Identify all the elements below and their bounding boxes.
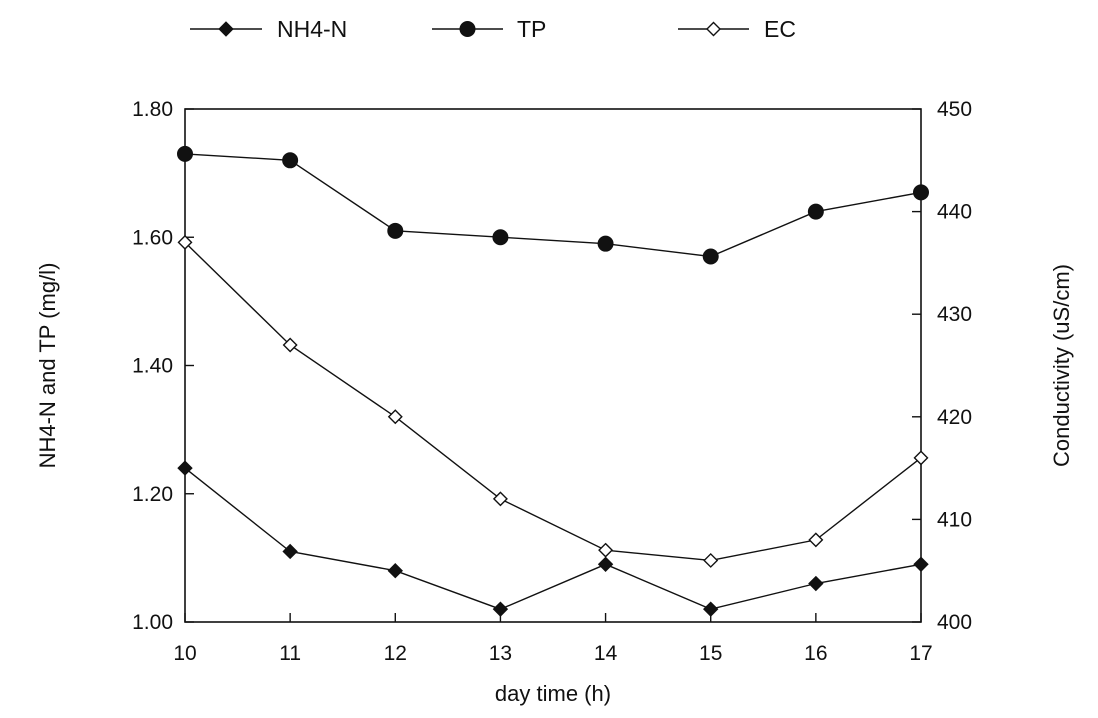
data-point (177, 234, 193, 250)
x-tick-label: 10 (173, 642, 196, 665)
data-point (808, 532, 824, 548)
x-tick-label: 14 (594, 642, 618, 665)
series-layer (177, 145, 929, 617)
legend-label: EC (764, 16, 796, 42)
series-tp (177, 145, 929, 265)
left-tick-label: 1.60 (132, 226, 173, 249)
right-axis-label: Conductivity (uS/cm) (1049, 264, 1074, 467)
legend-label: TP (517, 16, 546, 42)
legend-entry: TP (432, 16, 546, 42)
data-point (492, 229, 509, 246)
data-point (913, 184, 929, 201)
legend: NH4-N TP EC (190, 16, 796, 42)
data-point (282, 337, 298, 353)
left-tick-label: 1.80 (132, 98, 173, 121)
legend-entry: EC (678, 16, 796, 42)
data-point (913, 556, 929, 572)
data-point (177, 460, 193, 476)
data-point (492, 601, 509, 617)
right-tick-label: 430 (937, 303, 972, 326)
left-axis: 1.00 1.20 1.40 1.60 1.80 (132, 98, 194, 634)
series-line (184, 241, 922, 562)
series-nh4-n (177, 460, 929, 617)
right-tick-label: 410 (937, 508, 972, 531)
right-axis: 400 410 420 430 440 450 (912, 98, 972, 634)
left-tick-label: 1.20 (132, 483, 173, 506)
data-point (703, 552, 719, 568)
series-line (184, 153, 922, 258)
data-point (808, 575, 824, 592)
x-tick-label: 15 (699, 642, 722, 665)
legend-marker (706, 21, 721, 37)
data-point (597, 235, 614, 252)
data-point (492, 491, 508, 507)
data-point (913, 450, 929, 466)
left-tick-label: 1.40 (132, 355, 173, 378)
right-tick-label: 440 (937, 201, 972, 224)
plot-frame (184, 108, 922, 623)
data-point (597, 556, 614, 572)
legend-entry: NH4-N (190, 16, 347, 42)
data-point (703, 601, 719, 617)
right-tick-label: 420 (937, 406, 972, 429)
data-point (807, 203, 824, 220)
data-point (282, 543, 298, 560)
x-tick-label: 11 (279, 642, 301, 665)
x-tick-label: 16 (804, 642, 827, 665)
data-point (177, 145, 193, 162)
legend-label: NH4-N (277, 16, 347, 42)
series-ec (177, 234, 929, 568)
data-point (387, 562, 403, 579)
x-tick-label: 13 (489, 642, 512, 665)
series-line (184, 467, 922, 610)
x-tick-label: 12 (384, 642, 407, 665)
data-point (387, 409, 403, 425)
left-axis-label: NH4-N and TP (mg/l) (35, 263, 60, 469)
right-tick-label: 450 (937, 98, 972, 121)
x-axis-label: day time (h) (495, 681, 611, 706)
x-tick-label: 17 (909, 642, 932, 665)
data-point (387, 222, 404, 239)
data-point (282, 152, 299, 169)
right-tick-label: 400 (937, 611, 972, 634)
legend-marker (218, 21, 234, 37)
plot-area-border (184, 108, 922, 623)
data-point (598, 542, 614, 558)
x-axis: 10 11 12 13 14 15 16 17 (173, 613, 933, 665)
left-tick-label: 1.00 (132, 611, 173, 634)
data-point (702, 248, 719, 265)
legend-marker (459, 21, 476, 37)
